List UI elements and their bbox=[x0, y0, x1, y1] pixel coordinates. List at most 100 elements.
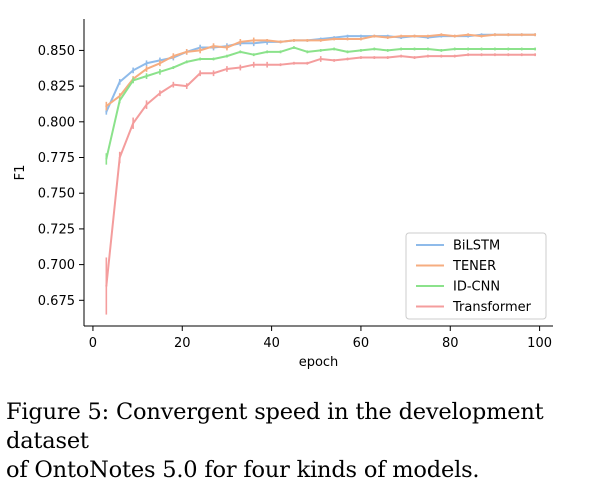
data-point bbox=[266, 39, 269, 42]
data-point bbox=[467, 33, 470, 36]
data-point bbox=[494, 33, 496, 36]
data-point bbox=[212, 45, 215, 48]
data-point bbox=[453, 48, 456, 50]
data-point bbox=[266, 50, 269, 53]
data-point bbox=[293, 46, 295, 49]
series-line bbox=[105, 33, 537, 113]
series-id-cnn bbox=[105, 46, 537, 165]
data-point bbox=[467, 53, 470, 56]
data-point bbox=[346, 35, 349, 38]
data-point bbox=[400, 35, 403, 38]
data-point bbox=[507, 33, 510, 36]
data-point bbox=[199, 49, 202, 52]
data-point bbox=[333, 59, 336, 62]
data-point bbox=[145, 75, 148, 78]
data-point bbox=[440, 55, 443, 58]
convergence-chart: 0 20 40 60 80 100 0.675 0.700 0.725 0.750 0.775 0.8… bbox=[13, 19, 553, 370]
data-point bbox=[172, 83, 175, 86]
data-point bbox=[494, 48, 496, 50]
data-point bbox=[172, 66, 175, 69]
legend-label: Transformer bbox=[452, 300, 532, 315]
data-point bbox=[306, 62, 309, 65]
legend-label: BiLSTM bbox=[453, 239, 500, 254]
data-point bbox=[386, 56, 389, 59]
legend: BiLSTM TENER ID-CNN Transformer bbox=[405, 232, 547, 320]
data-point bbox=[520, 33, 523, 36]
data-point bbox=[453, 55, 456, 58]
data-point bbox=[534, 48, 537, 50]
data-point bbox=[480, 48, 483, 50]
data-point bbox=[226, 55, 228, 58]
data-point bbox=[185, 50, 188, 53]
x-tick-label: 60 bbox=[353, 336, 370, 351]
data-point bbox=[507, 53, 510, 56]
data-point bbox=[239, 66, 242, 69]
y-axis-label: F1 bbox=[13, 165, 28, 181]
figure-caption: Figure 5: Convergent speed in the develo… bbox=[6, 398, 604, 485]
data-point bbox=[467, 48, 470, 50]
series-tener bbox=[105, 33, 537, 111]
y-tick-label: 0.750 bbox=[38, 187, 75, 202]
data-point bbox=[480, 35, 483, 38]
y-tick-label: 0.850 bbox=[38, 44, 75, 59]
data-point bbox=[413, 56, 416, 59]
y-tick-label: 0.825 bbox=[38, 80, 75, 95]
caption-line-2: of OntoNotes 5.0 for four kinds of model… bbox=[6, 457, 480, 483]
data-point bbox=[400, 55, 403, 58]
data-point bbox=[427, 48, 429, 50]
data-point bbox=[279, 63, 282, 66]
data-point bbox=[293, 39, 295, 42]
y-tick-label: 0.700 bbox=[38, 258, 75, 273]
axes-layer: 0 20 40 60 80 100 0.675 0.700 0.725 0.750 0.775 0.8… bbox=[38, 19, 553, 351]
data-point bbox=[185, 60, 188, 63]
data-point bbox=[105, 285, 108, 287]
data-point bbox=[333, 38, 336, 40]
data-point bbox=[239, 40, 242, 43]
y-tick-label: 0.675 bbox=[38, 294, 75, 309]
series-transformer bbox=[105, 53, 537, 315]
data-point bbox=[319, 39, 322, 42]
data-point bbox=[373, 56, 376, 59]
series-bilstm bbox=[105, 33, 537, 115]
data-point bbox=[400, 48, 403, 50]
data-point bbox=[427, 55, 429, 58]
data-point bbox=[440, 49, 443, 52]
data-point bbox=[413, 35, 416, 38]
data-point bbox=[212, 58, 215, 60]
data-point bbox=[252, 63, 255, 66]
data-point bbox=[319, 49, 322, 52]
legend-frame bbox=[405, 232, 547, 320]
series-line bbox=[105, 33, 537, 108]
data-point bbox=[105, 110, 108, 113]
data-point bbox=[199, 72, 202, 75]
data-point bbox=[494, 53, 496, 56]
data-point bbox=[145, 68, 148, 70]
data-point bbox=[266, 63, 269, 66]
data-point bbox=[333, 48, 336, 50]
data-point bbox=[507, 48, 510, 50]
data-point bbox=[226, 46, 228, 49]
x-tick-label: 40 bbox=[263, 336, 280, 351]
data-point bbox=[360, 35, 362, 38]
data-point bbox=[520, 48, 523, 50]
data-point bbox=[534, 53, 537, 56]
data-point bbox=[306, 50, 309, 53]
x-tick-label: 0 bbox=[89, 336, 97, 351]
data-point bbox=[520, 53, 523, 56]
data-point bbox=[105, 105, 108, 108]
data-point bbox=[279, 40, 282, 43]
data-point bbox=[346, 58, 349, 60]
data-point bbox=[346, 50, 349, 53]
data-point bbox=[199, 58, 202, 60]
data-point bbox=[279, 50, 282, 53]
data-point bbox=[145, 103, 148, 106]
data-point bbox=[212, 72, 215, 75]
data-point bbox=[413, 48, 416, 50]
data-point bbox=[293, 62, 295, 65]
y-tick-label: 0.775 bbox=[38, 151, 75, 166]
data-point bbox=[118, 95, 121, 98]
data-point bbox=[386, 36, 389, 39]
data-point bbox=[386, 49, 389, 52]
data-point bbox=[132, 122, 135, 125]
series-layer bbox=[105, 33, 537, 315]
